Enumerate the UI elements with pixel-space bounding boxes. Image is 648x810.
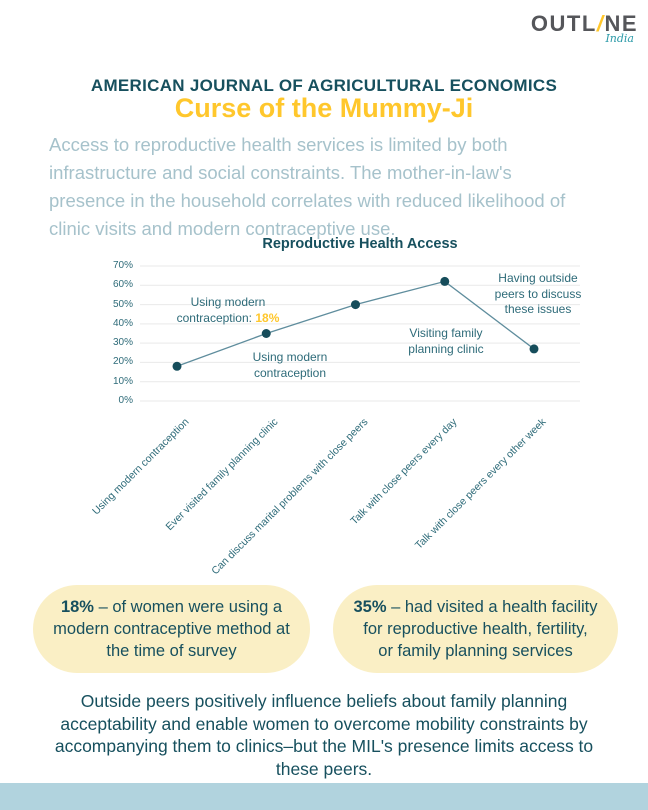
data-point	[351, 300, 360, 310]
y-tick-label: 20%	[112, 356, 133, 368]
line-chart: 70% 60% 50% 40% 30% 20% 10% 0% Using modern con…	[0, 256, 648, 577]
chart-annotation-using-modern-contraception: Using modern contraception	[252, 350, 328, 380]
y-tick-label: 70%	[112, 260, 133, 271]
stat-card-contraception: 18% – of women were using a modern contr…	[33, 585, 310, 673]
y-tick-label: 60%	[112, 279, 133, 291]
journal-title: AMERICAN JOURNAL OF AGRICULTURAL ECONOMI…	[90, 76, 558, 95]
data-point	[440, 276, 450, 286]
logo-text-left: OUTL	[530, 11, 597, 36]
logo-slash-icon: /	[596, 11, 605, 36]
y-tick-label: 30%	[112, 337, 133, 349]
y-tick-label: 10%	[112, 375, 133, 387]
conclusion-paragraph: Outside peers positively influence belie…	[54, 691, 594, 779]
data-point	[529, 344, 539, 354]
outline-india-logo: OUTL/NE India	[518, 12, 638, 46]
data-point	[261, 329, 271, 338]
intro-paragraph: Access to reproductive health services i…	[49, 134, 566, 239]
annotation-highlight: 18%	[255, 310, 280, 325]
page-title: Curse of the Mummy-Ji	[174, 93, 474, 123]
logo-text-right: NE	[604, 11, 638, 36]
stat-value: 18%	[60, 598, 94, 616]
data-point	[172, 361, 182, 371]
chart-canvas	[140, 265, 580, 402]
stat-text: – had visited a health facility for repr…	[363, 598, 598, 660]
stat-card-clinic-visits: 35% – had visited a health facility for …	[333, 585, 618, 673]
annotation-text: Using modern contraception:	[176, 295, 266, 325]
chart-title: Reproductive Health Access	[262, 236, 458, 252]
chart-annotation-visiting-clinic: Visiting family planning clinic	[408, 326, 484, 356]
footer-bar	[0, 783, 648, 810]
y-tick-label: 50%	[112, 298, 133, 310]
y-tick-label: 40%	[112, 317, 133, 329]
logo-tagline: India	[605, 32, 634, 45]
stat-value: 35%	[353, 598, 387, 616]
logo-wordmark: OUTL/NE	[518, 12, 638, 36]
chart-annotation-outside-peers: Having outside peers to discuss these is…	[494, 271, 582, 316]
y-tick-label: 0%	[118, 395, 133, 406]
chart-annotation-using-modern-contraception-value: Using modern contraception: 18%	[143, 295, 313, 326]
stat-text: – of women were using a modern contracep…	[53, 598, 290, 660]
